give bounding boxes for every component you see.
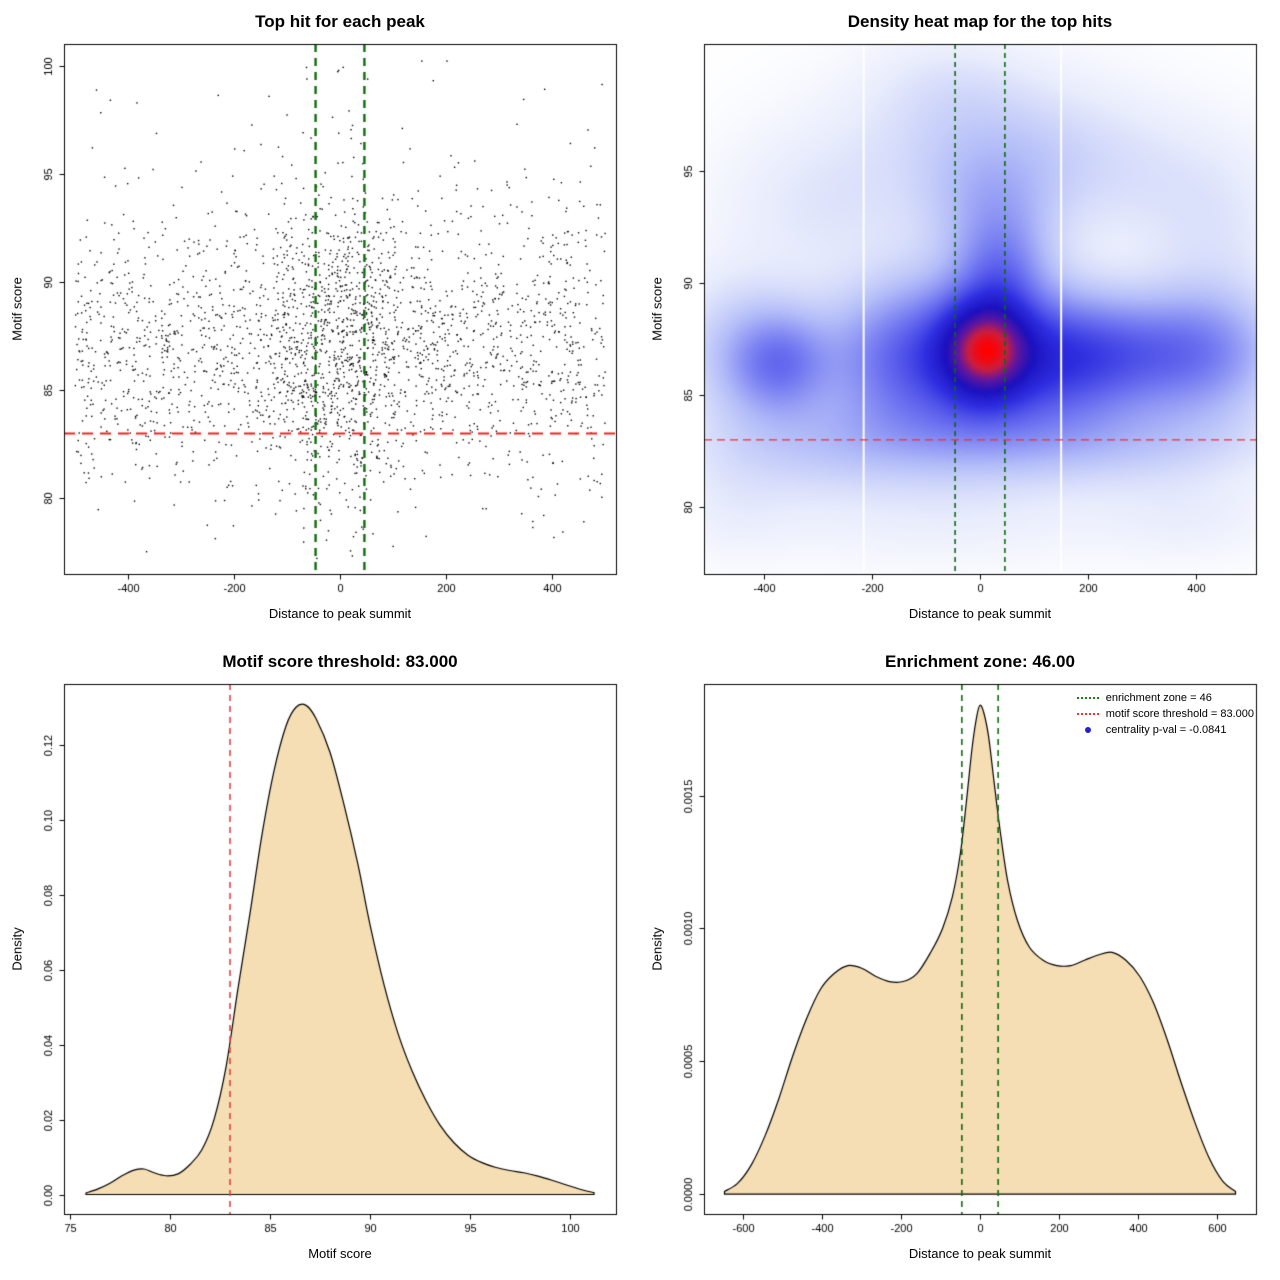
legend-label: motif score threshold = 83.000 xyxy=(1105,708,1254,720)
x-axis-label: Distance to peak summit xyxy=(268,606,412,621)
motif-density-canvas xyxy=(0,640,640,1280)
distance-density-canvas xyxy=(640,640,1280,1280)
blue-point-icon xyxy=(1084,727,1091,733)
x-axis-label: Motif score xyxy=(308,1246,372,1261)
legend-label: enrichment zone = 46 xyxy=(1105,692,1212,704)
y-axis-label: Motif score xyxy=(9,277,25,341)
chart-title: Enrichment zone: 46.00 xyxy=(885,652,1075,671)
chart-title: Top hit for each peak xyxy=(255,12,425,31)
legend-label: centrality p-val = -0.0841 xyxy=(1105,724,1227,736)
y-axis-label: Density xyxy=(649,927,665,971)
panel-distance-density: Enrichment zone: 46.00 Distance to peak … xyxy=(640,640,1280,1280)
y-axis-label: Density xyxy=(9,927,25,971)
scatter-canvas xyxy=(0,0,640,640)
red-dotted-line-icon xyxy=(1076,713,1099,715)
panel-motif-score-density: Motif score threshold: 83.000 Motif scor… xyxy=(0,640,640,1280)
panel-density-heatmap: Density heat map for the top hits Distan… xyxy=(640,0,1280,640)
legend-item-enrichment-zone: enrichment zone = 46 xyxy=(1076,690,1254,706)
panel-top-hit-scatter: Top hit for each peak Distance to peak s… xyxy=(0,0,640,640)
green-dotted-line-icon xyxy=(1076,697,1099,699)
legend-item-motif-threshold: motif score threshold = 83.000 xyxy=(1076,706,1254,722)
legend-item-centrality-pval: centrality p-val = -0.0841 xyxy=(1077,722,1254,738)
heatmap-canvas xyxy=(640,0,1280,640)
y-axis-label: Motif score xyxy=(649,277,665,341)
x-axis-label: Distance to peak summit xyxy=(908,1246,1052,1261)
legend: enrichment zone = 46 motif score thresho… xyxy=(1076,690,1254,738)
x-axis-label: Distance to peak summit xyxy=(908,606,1052,621)
chart-title: Density heat map for the top hits xyxy=(847,12,1113,31)
chart-title: Motif score threshold: 83.000 xyxy=(222,652,458,671)
